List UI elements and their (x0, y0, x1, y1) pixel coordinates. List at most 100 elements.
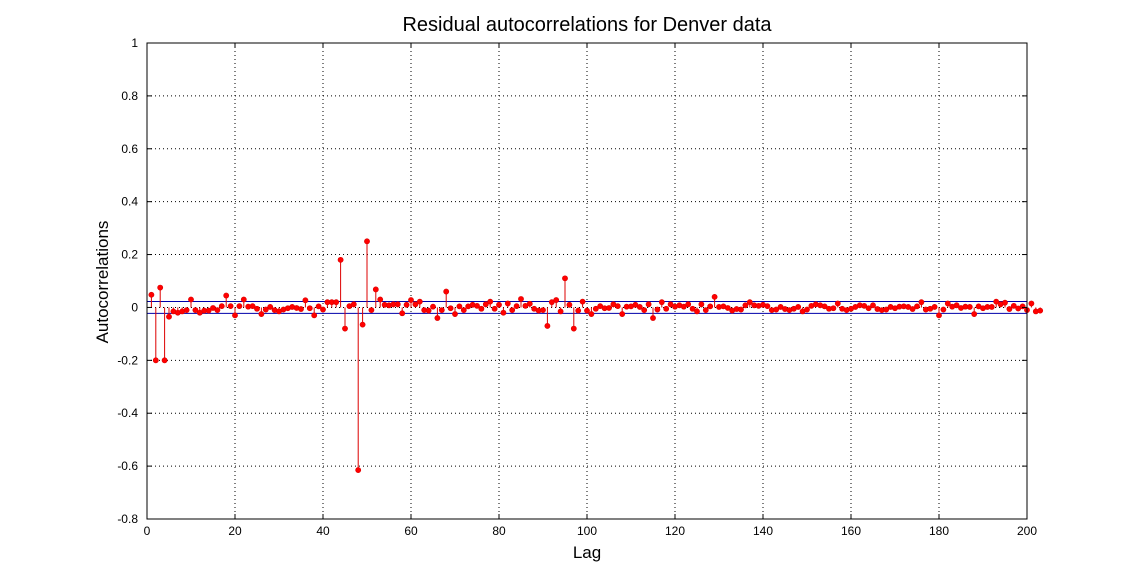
stem-marker (504, 300, 511, 307)
plot-frame (146, 42, 1028, 520)
chart-title: Residual autocorrelations for Denver dat… (402, 14, 772, 36)
stem-marker (667, 301, 674, 308)
stem-marker (834, 300, 841, 307)
stem-marker (152, 357, 159, 364)
stem-marker (267, 304, 274, 310)
stem-marker (232, 312, 238, 319)
x-tick-label: 0 (144, 524, 151, 538)
stem-marker (526, 300, 533, 307)
y-tick-label: -0.6 (117, 459, 138, 473)
stem-marker (865, 305, 872, 312)
stem-marker (302, 297, 309, 304)
stem-marker (452, 311, 458, 317)
x-tick-label: 160 (841, 524, 861, 538)
stem-marker (707, 303, 714, 310)
stem-marker (359, 321, 366, 328)
stem-marker (377, 296, 384, 303)
stem-marker (1028, 300, 1035, 307)
y-tick-label: -0.8 (117, 512, 138, 526)
stem-marker (641, 307, 648, 313)
stem-marker (412, 301, 419, 308)
stem-marker (694, 308, 700, 315)
stem-marker (909, 306, 916, 312)
stem-marker (654, 306, 661, 313)
stem-marker (496, 301, 502, 308)
stem-marker (487, 298, 494, 305)
stem-marker (570, 325, 577, 332)
stem-marker (342, 325, 348, 332)
stem-marker (192, 307, 199, 313)
x-axis-label: Lag (573, 543, 601, 562)
stem-marker (575, 307, 582, 314)
stem-marker (1019, 303, 1026, 310)
stem-marker (227, 303, 234, 310)
stem-marker (592, 305, 599, 312)
stem-marker (258, 311, 265, 317)
stem-marker (993, 298, 1000, 305)
stem-marker (372, 286, 379, 293)
stem-marker (650, 315, 656, 321)
x-tick-label: 200 (1017, 524, 1037, 538)
axis-ticks: 0 20 40 60 80 100 120 140 160 180 200 1 0.8 0.6 0.4 0.2… (117, 36, 1037, 538)
stem-marker (773, 306, 780, 313)
stem-marker (663, 305, 670, 312)
stem-marker (298, 306, 304, 312)
stem-marker (1002, 299, 1008, 306)
stem-marker (804, 306, 810, 313)
stem-marker (438, 307, 445, 313)
stem-marker (166, 313, 172, 320)
x-tick-label: 140 (753, 524, 773, 538)
stem-marker (333, 299, 340, 306)
stem-marker (861, 302, 868, 309)
stem-marker (702, 307, 709, 313)
stem-marker (320, 306, 326, 313)
stem-marker (183, 307, 190, 313)
stem-marker (311, 312, 318, 319)
x-tick-label: 100 (577, 524, 597, 538)
stem-marker (474, 302, 480, 309)
stem-marker (394, 301, 401, 308)
stem-marker (350, 301, 357, 308)
stem-marker (680, 303, 687, 310)
stem-marker (562, 275, 568, 282)
stem-marker (399, 310, 406, 317)
stem-marker (491, 305, 498, 312)
y-tick-label: 0.6 (121, 142, 138, 156)
stem-marker (434, 315, 441, 321)
stem-marker (408, 297, 414, 303)
stem-marker (553, 297, 560, 303)
y-axis-label: Autocorrelations (93, 221, 112, 344)
stem-marker (940, 306, 947, 313)
stem-marker (936, 312, 942, 319)
stem-marker (214, 307, 221, 313)
stem-marker (645, 301, 652, 308)
stem-marker (430, 303, 436, 310)
stem-marker (1006, 306, 1013, 312)
stem-marker (161, 357, 168, 364)
stem-marker (460, 307, 467, 313)
stem-marker (658, 299, 665, 306)
stem-marker (368, 307, 375, 313)
stem-marker (518, 296, 524, 302)
stem-marker (738, 306, 744, 313)
stem-marker (425, 307, 432, 314)
stem-marker (579, 298, 586, 305)
stem-marker (557, 308, 564, 315)
stem-marker (971, 311, 978, 317)
stem-marker (870, 302, 876, 309)
stem-marker (364, 238, 370, 245)
stem-marker (918, 299, 925, 306)
stem-marker (588, 311, 595, 317)
stem-marker (249, 303, 256, 310)
stem-marker (355, 467, 362, 473)
stem-marker (337, 256, 344, 263)
stem-marker (931, 304, 938, 310)
stem-marker (944, 300, 951, 307)
stem-marker (711, 293, 718, 300)
x-tick-label: 180 (929, 524, 949, 538)
stem-marker (236, 303, 243, 310)
stem-marker (456, 303, 463, 310)
stem-marker (148, 291, 155, 298)
stem-marker (509, 307, 516, 313)
